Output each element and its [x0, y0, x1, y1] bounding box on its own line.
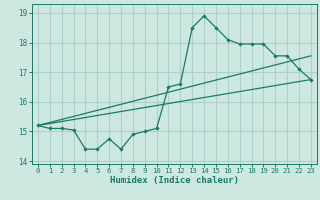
X-axis label: Humidex (Indice chaleur): Humidex (Indice chaleur) [110, 176, 239, 185]
